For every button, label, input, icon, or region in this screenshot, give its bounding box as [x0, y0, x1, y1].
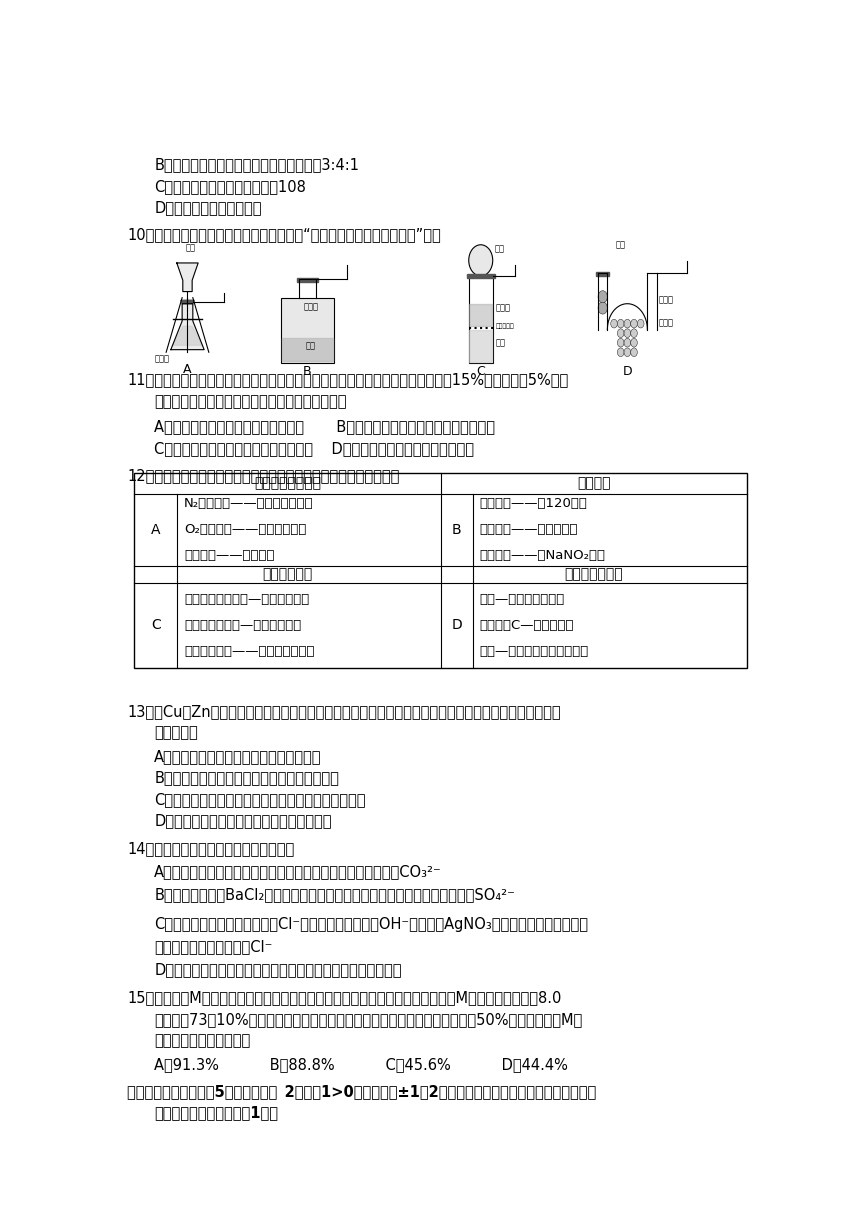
Text: 缺维生素C—易引起贫血: 缺维生素C—易引起贫血 [479, 619, 574, 632]
Circle shape [611, 320, 617, 328]
Polygon shape [177, 263, 198, 292]
Text: B．对苯二胺中碳、氢、氮元素的质量比为3:4:1: B．对苯二胺中碳、氢、氮元素的质量比为3:4:1 [154, 157, 359, 173]
Text: 大理石: 大理石 [155, 354, 169, 362]
Text: 假盐中毒——由NaNO₂引起: 假盐中毒——由NaNO₂引起 [479, 550, 605, 563]
Text: 大理石: 大理石 [495, 304, 510, 313]
Circle shape [598, 291, 607, 303]
Circle shape [469, 244, 493, 276]
Text: 个答案只选一个且正确给1分）: 个答案只选一个且正确给1分） [154, 1105, 278, 1121]
Text: B: B [303, 365, 312, 378]
Circle shape [617, 338, 624, 347]
Text: 物质的性质与用途: 物质的性质与用途 [254, 477, 321, 490]
Circle shape [630, 348, 637, 356]
Text: 鉴别羊毛、涤纶—点燃嗅闻气味: 鉴别羊毛、涤纶—点燃嗅闻气味 [184, 619, 301, 632]
Text: 合剂，经特殊工艺处理后制成。下列说法正确的是: 合剂，经特殊工艺处理后制成。下列说法正确的是 [154, 394, 347, 409]
Text: 缺钓—易骨质疏松或得佝傘病: 缺钓—易骨质疏松或得佝傘病 [479, 644, 588, 658]
Polygon shape [467, 275, 494, 277]
Circle shape [624, 328, 630, 338]
Polygon shape [297, 277, 318, 282]
Text: 12．善于梳理化学知识，能使你头脑更聪明。以下完全正确的一组是: 12．善于梳理化学知识，能使你头脑更聪明。以下完全正确的一组是 [127, 468, 400, 483]
Bar [469, 276, 493, 362]
Circle shape [624, 320, 630, 328]
Text: 石墨很软——可作电极: 石墨很软——可作电极 [184, 550, 274, 563]
Text: 除去餐具上的油渍—用洗涤剂清洗: 除去餐具上的油渍—用洗涤剂清洗 [184, 593, 310, 606]
Text: 盐酸: 盐酸 [306, 342, 316, 350]
Circle shape [630, 320, 637, 328]
Text: A: A [151, 523, 161, 537]
Text: D．滤液中一定含有确酸锥、确酸铜、确酸銀: D．滤液中一定含有确酸锥、确酸铜、确酸銀 [154, 814, 332, 828]
Text: N₂性质稳定——填充食品袋防腐: N₂性质稳定——填充食品袋防腐 [184, 497, 314, 511]
Text: 盐酸: 盐酸 [616, 241, 626, 249]
Text: B: B [452, 523, 462, 537]
Text: 素的质量分数最接近的是: 素的质量分数最接近的是 [154, 1034, 250, 1048]
Text: 某气泄漏——打120报警: 某气泄漏——打120报警 [479, 497, 587, 511]
Circle shape [630, 338, 637, 347]
Text: 安全常识: 安全常识 [577, 477, 611, 490]
Circle shape [624, 348, 630, 356]
Text: 大理石: 大理石 [659, 295, 673, 304]
Text: 盐酸: 盐酸 [494, 244, 505, 254]
Text: O₂支持燃料——可作火箕燃料: O₂支持燃料——可作火箕燃料 [184, 523, 306, 536]
Text: C．对苯二胺的相对分子质量为108: C．对苯二胺的相对分子质量为108 [154, 179, 306, 193]
Polygon shape [596, 271, 610, 276]
Text: 玻璃珠: 玻璃珠 [659, 319, 673, 327]
Text: 大理石: 大理石 [304, 303, 318, 311]
Text: 盐酸: 盐酸 [186, 243, 196, 252]
Circle shape [598, 302, 607, 314]
Bar [134, 473, 747, 668]
Circle shape [617, 348, 624, 356]
Text: D: D [623, 365, 632, 378]
Text: A．91.3%           B．88.8%           C．45.6%           D．44.4%: A．91.3% B．88.8% C．45.6% D．44.4% [154, 1057, 568, 1073]
Circle shape [617, 328, 624, 338]
Text: D．某无色溶液滴入酵酘溶液后显红色，该溶液不一定是熒溶液: D．某无色溶液滴入酵酘溶液后显红色，该溶液不一定是熒溶液 [154, 962, 402, 978]
Text: C．利用稀盐酸可以区别石头纸与木浆纸    D．石头纸极易溶于水可以回收利用: C．利用稀盐酸可以区别石头纸与木浆纸 D．石头纸极易溶于水可以回收利用 [154, 441, 474, 456]
Text: 11．石头纸是一种新型、环保纸张。它与传统的木浆纸不同，是将碳酸馒粉末加上15%的聚乙烯和5%的胶: 11．石头纸是一种新型、环保纸张。它与传统的木浆纸不同，是将碳酸馒粉末加上15%… [127, 372, 568, 388]
Text: 某矿爆炸——由瓦斯引起: 某矿爆炸——由瓦斯引起 [479, 523, 578, 536]
Text: 15．现有金属M的碳酸盐样品（含有不溶于水也不与酸反应的杂质，且杂质中不含M元素），取该样品8.0: 15．现有金属M的碳酸盐样品（含有不溶于水也不与酸反应的杂质，且杂质中不含M元素… [127, 991, 562, 1006]
Bar [280, 298, 334, 362]
Polygon shape [173, 326, 202, 345]
Text: 14．根据下列实验得出的结论，正确的是: 14．根据下列实验得出的结论，正确的是 [127, 840, 295, 856]
Text: 克；投入73克10%的稀盐酸中，恰好完全反应。测得反应生成的氯化物中含汗50%，则该样品中M元: 克；投入73克10%的稀盐酸中，恰好完全反应。测得反应生成的氯化物中含汗50%，… [154, 1012, 582, 1028]
Text: 日常生活经验: 日常生活经验 [262, 567, 312, 581]
Text: 元素与人体健康: 元素与人体健康 [565, 567, 623, 581]
Circle shape [630, 328, 637, 338]
Text: C: C [151, 619, 161, 632]
Text: B．某溶液中滴加BaCl₂溶液，生成不溶于稀确酸的白色沉淠，该溶液中一定有SO₄²⁻: B．某溶液中滴加BaCl₂溶液，生成不溶于稀确酸的白色沉淠，该溶液中一定有SO₄… [154, 888, 515, 902]
Text: C．验证某烧硨样品中是否含有Cl⁻，先加入稀盐酸除去OH⁻，再加入AgNO₃溶液，有不溶于稀确酸的: C．验证某烧硨样品中是否含有Cl⁻，先加入稀盐酸除去OH⁻，再加入AgNO₃溶液… [154, 917, 588, 933]
Text: 缺碘—易甲状腺舂肿大: 缺碘—易甲状腺舂肿大 [479, 593, 565, 606]
Polygon shape [181, 300, 194, 304]
Text: B．滤出的固体中一定含有銀和铜，可能含有锥: B．滤出的固体中一定含有銀和铜，可能含有锥 [154, 771, 339, 786]
Text: 13．把Cu、Zn的混合物放入一定量的确酸銀溶液中，使其充分反应后过滤，得到固体和蓝色滤液。下列说: 13．把Cu、Zn的混合物放入一定量的确酸銀溶液中，使其充分反应后过滤，得到固体… [127, 704, 561, 719]
Circle shape [637, 320, 644, 328]
Text: A: A [183, 364, 192, 376]
Text: A．滤出的固体中一定含有銀，可能含有铜: A．滤出的固体中一定含有銀，可能含有铜 [154, 749, 322, 764]
Text: 法正确的是: 法正确的是 [154, 726, 198, 741]
Text: C: C [476, 365, 485, 378]
Text: A．聚乙烯是一种天然有机高分子材料       B．石头纸的应用不能减少对树木的砍伐: A．聚乙烯是一种天然有机高分子材料 B．石头纸的应用不能减少对树木的砍伐 [154, 420, 495, 434]
Text: D．对苯二胺能被皮肤吸收: D．对苯二胺能被皮肤吸收 [154, 201, 261, 215]
Text: D: D [452, 619, 462, 632]
Polygon shape [171, 304, 204, 350]
Text: 白色沉淠出现，证明含有Cl⁻: 白色沉淠出现，证明含有Cl⁻ [154, 939, 273, 955]
Text: 二、选择题（本题包括5小题，每小题 2分，兲1>0分。每小题±1～2个正确选项，错选、多选不给分，若有两: 二、选择题（本题包括5小题，每小题 2分，兲1>0分。每小题±1～2个正确选项，… [127, 1085, 597, 1099]
Circle shape [624, 338, 630, 347]
Text: 盐酸: 盐酸 [495, 338, 506, 348]
Text: 多孔塑料片: 多孔塑料片 [495, 323, 514, 330]
Circle shape [617, 320, 624, 328]
Text: A．某固体加入稀盐酸，产生了无色气体，证明该固体一定含有CO₃²⁻: A．某固体加入稀盐酸，产生了无色气体，证明该固体一定含有CO₃²⁻ [154, 865, 442, 879]
Text: 10．下列制取二氧化碳的装置中，不能做到“随时控制反应的发生与停止”的是: 10．下列制取二氧化碳的装置中，不能做到“随时控制反应的发生与停止”的是 [127, 227, 441, 242]
Text: C．滤液中一定含有确酸铜，一定没有确酸锥和确酸銀: C．滤液中一定含有确酸铜，一定没有确酸锥和确酸銀 [154, 792, 366, 807]
Text: 使某燃烧更旺——把某做成蜂窝状: 使某燃烧更旺——把某做成蜂窝状 [184, 644, 315, 658]
